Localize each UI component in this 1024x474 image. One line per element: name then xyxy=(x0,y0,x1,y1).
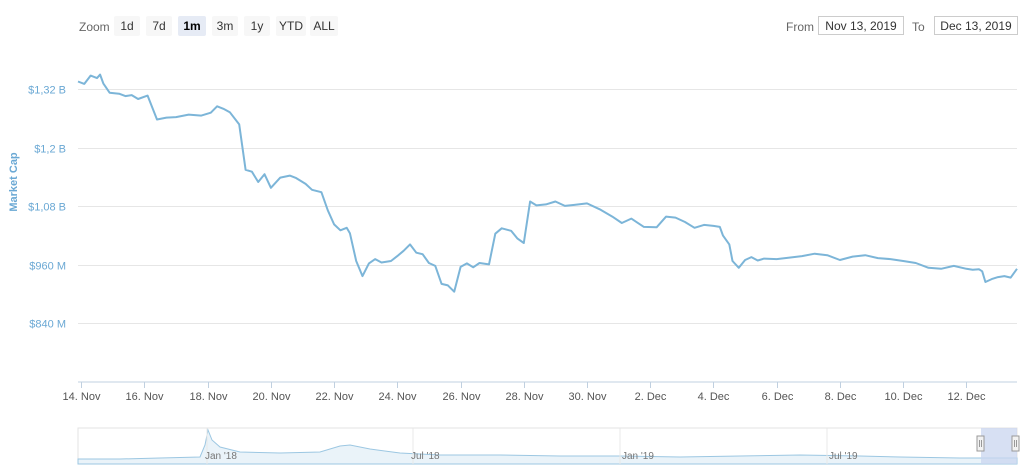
zoom-1m-button[interactable]: 1m xyxy=(178,16,206,36)
y-tick-label: $1,2 B xyxy=(34,144,66,156)
navigator-selected-range[interactable] xyxy=(981,428,1017,464)
x-tick-label: 26. Nov xyxy=(443,391,481,403)
x-tick-label: 16. Nov xyxy=(126,391,164,403)
x-tick-label: 28. Nov xyxy=(506,391,544,403)
x-tick-label: 18. Nov xyxy=(190,391,228,403)
to-date-input[interactable]: Dec 13, 2019 xyxy=(934,16,1018,35)
navigator-right-handle[interactable] xyxy=(1011,435,1020,452)
y-axis-title: Market Cap xyxy=(8,152,20,212)
navigator-left-handle[interactable] xyxy=(976,435,985,452)
y-tick-label: $960 M xyxy=(29,261,66,273)
market-cap-series-line xyxy=(77,73,1018,293)
to-label: To xyxy=(912,20,925,34)
x-tick-label: 14. Nov xyxy=(63,391,101,403)
zoom-label: Zoom xyxy=(79,20,110,34)
y-axis: $840 M $960 M $1,08 B $1,2 B $1,32 B xyxy=(28,85,66,331)
navigator-label-jan19: Jan '19 xyxy=(622,451,654,462)
navigator[interactable]: Jan '18 Jul '18 Jan '19 Jul '19 xyxy=(77,427,1020,465)
grid-lines xyxy=(78,89,1017,324)
x-tick-label: 20. Nov xyxy=(253,391,291,403)
x-tick-label: 24. Nov xyxy=(379,391,417,403)
zoom-3m-button[interactable]: 3m xyxy=(212,16,238,36)
x-tick-label: 6. Dec xyxy=(762,391,794,403)
chart-toolbar: Zoom 1d 7d 1m 3m 1y YTD ALL From Nov 13,… xyxy=(0,16,1024,38)
x-tick-label: 10. Dec xyxy=(885,391,923,403)
navigator-label-jan18: Jan '18 xyxy=(205,451,237,462)
navigator-label-jul18: Jul '18 xyxy=(411,451,440,462)
x-tick-label: 4. Dec xyxy=(698,391,730,403)
x-tick-label: 30. Nov xyxy=(569,391,607,403)
zoom-1d-button[interactable]: 1d xyxy=(114,16,140,36)
x-tick-label: 22. Nov xyxy=(316,391,354,403)
x-tick-label: 2. Dec xyxy=(635,391,667,403)
y-tick-label: $840 M xyxy=(29,319,66,331)
x-axis: 14. Nov 16. Nov 18. Nov 20. Nov 22. Nov 24. N… xyxy=(63,382,986,403)
zoom-all-button[interactable]: ALL xyxy=(310,16,338,36)
from-date-input[interactable]: Nov 13, 2019 xyxy=(818,16,904,35)
x-tick-label: 12. Dec xyxy=(948,391,986,403)
navigator-label-jul19: Jul '19 xyxy=(829,451,858,462)
zoom-ytd-button[interactable]: YTD xyxy=(276,16,306,36)
y-tick-label: $1,32 B xyxy=(28,85,66,97)
zoom-7d-button[interactable]: 7d xyxy=(146,16,172,36)
from-label: From xyxy=(786,20,814,34)
zoom-1y-button[interactable]: 1y xyxy=(244,16,270,36)
x-tick-label: 8. Dec xyxy=(825,391,857,403)
y-tick-label: $1,08 B xyxy=(28,202,66,214)
